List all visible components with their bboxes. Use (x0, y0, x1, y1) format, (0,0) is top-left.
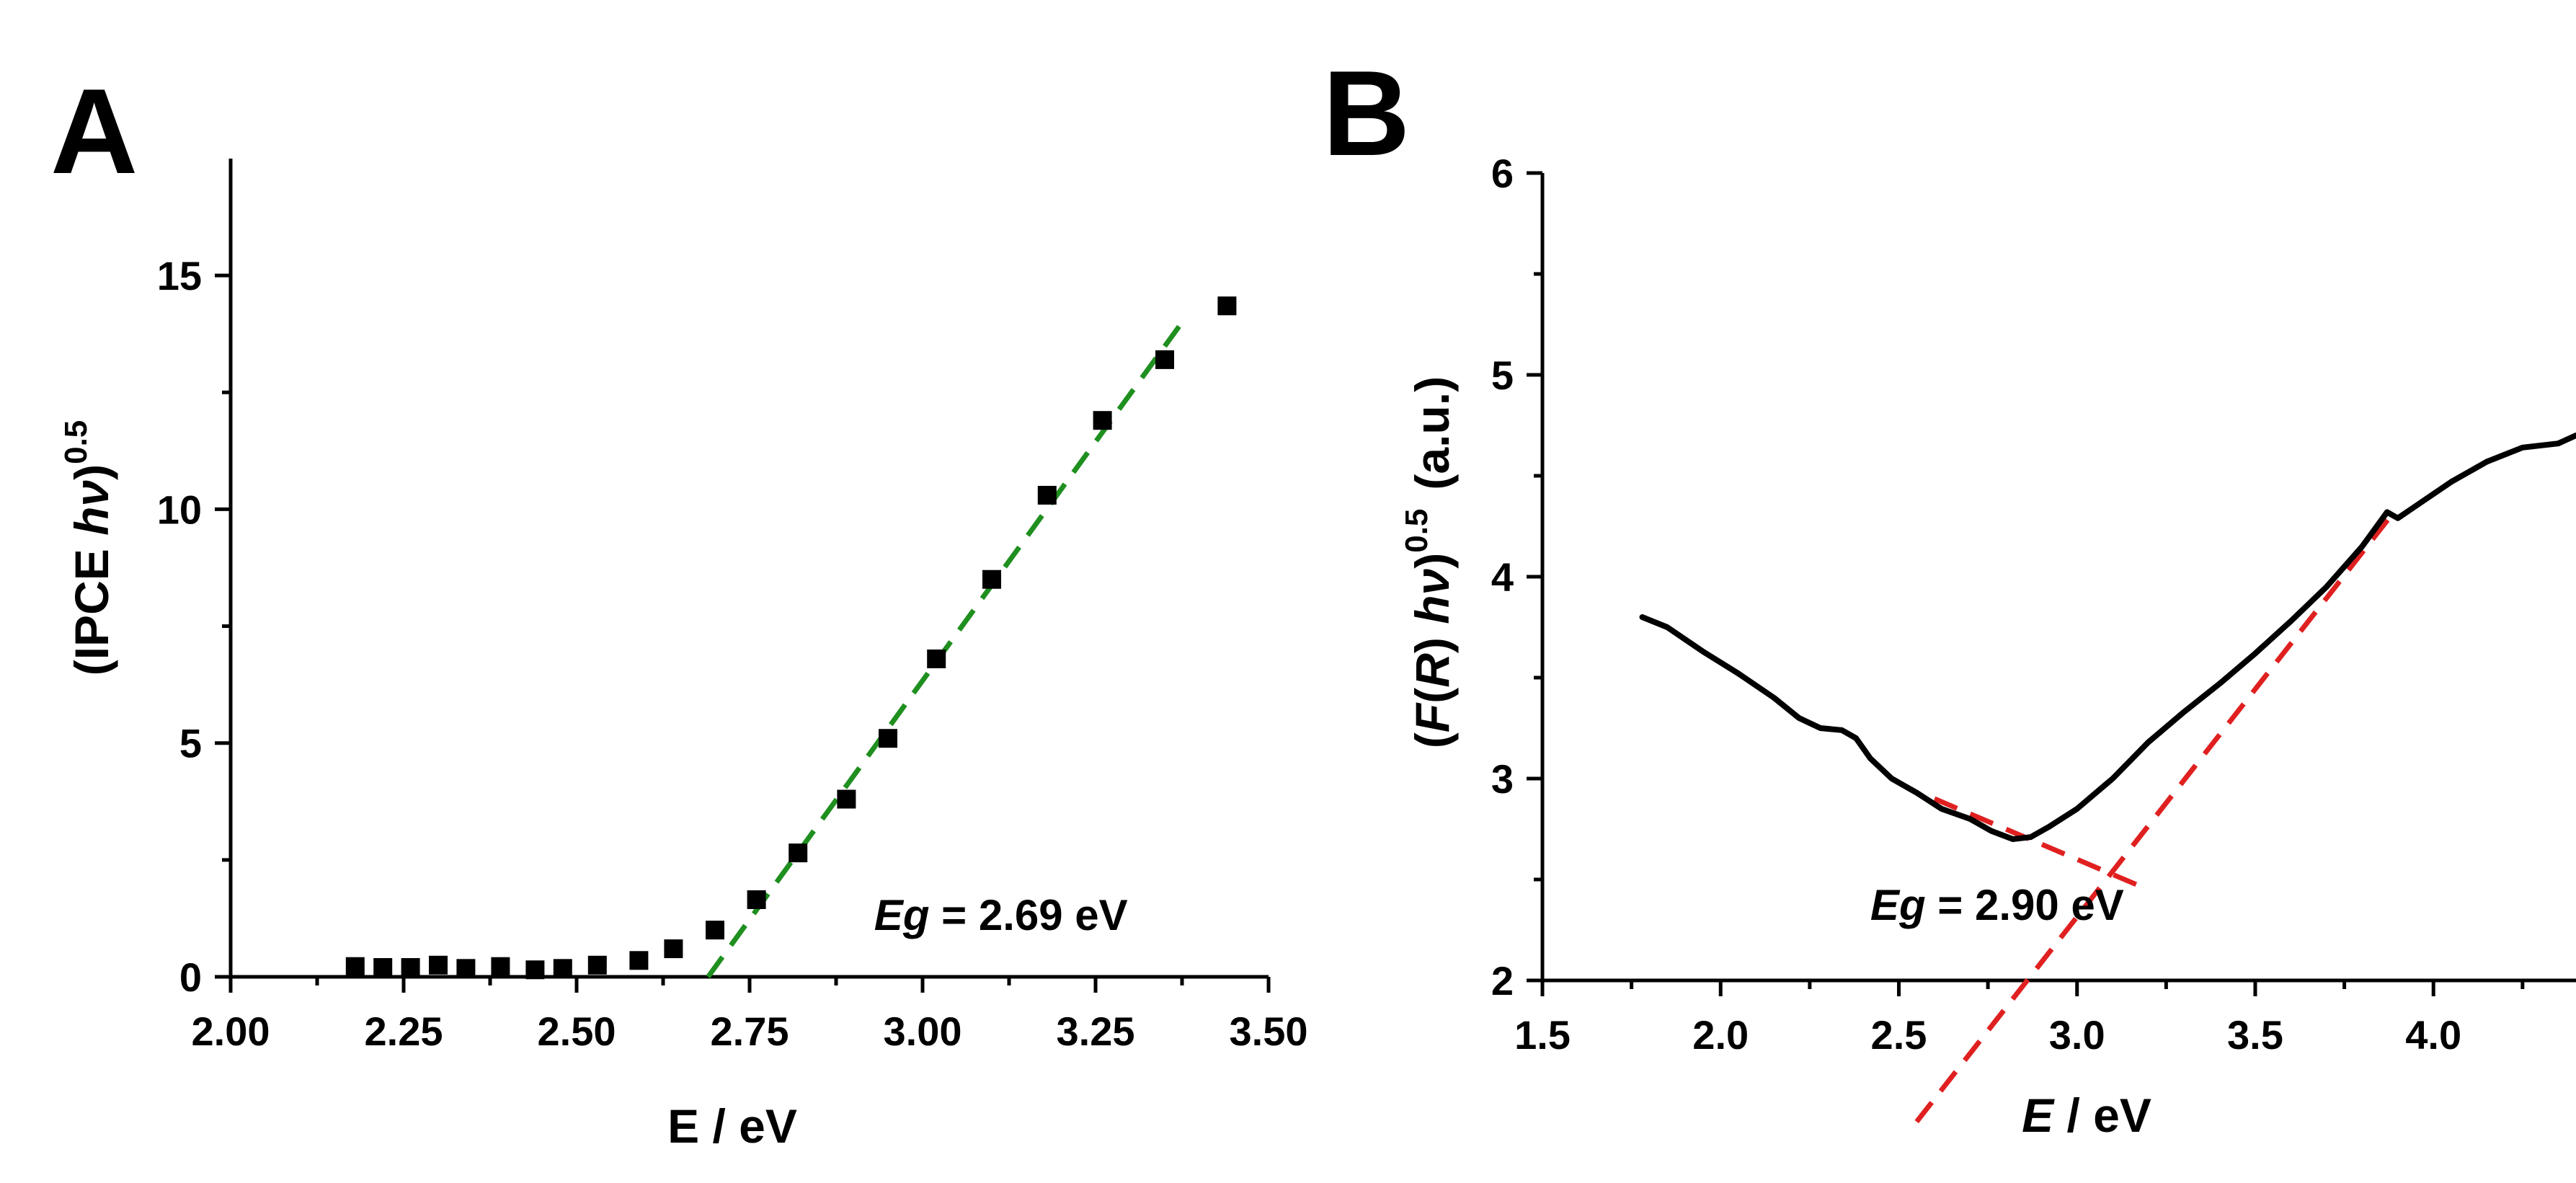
x-tick-label: 3.50 (1230, 1009, 1308, 1054)
data-point (629, 951, 649, 970)
y-tick-label: 0 (179, 954, 202, 1000)
panel-b-ticks-layer: 1.5 2.0 2.5 3.0 3.5 4.0 2 3 4 5 6 (1491, 151, 2525, 1058)
data-point (491, 957, 510, 976)
data-point (664, 939, 683, 959)
x-tick-label: 3.00 (884, 1009, 962, 1054)
data-point (927, 649, 946, 668)
x-tick-label: 2.0 (1692, 1012, 1749, 1058)
data-point (587, 955, 607, 975)
data-point (706, 921, 724, 940)
data-point (401, 958, 420, 978)
y-tick-label: 6 (1491, 151, 1514, 196)
panel-b-fit-layer (1914, 514, 2393, 1124)
panel-b-axes (1540, 173, 2576, 983)
panel-b: B 1.5 2.0 2.5 3.0 3.5 4.0 2 3 4 5 6 E / eV (F(R) h… (1323, 45, 2576, 1142)
x-tick-label: 2.25 (365, 1009, 443, 1054)
y-tick-label: 3 (1491, 756, 1514, 802)
data-point (837, 789, 856, 809)
panel-b-letter: B (1323, 45, 1410, 181)
data-point (747, 890, 766, 909)
data-point (789, 843, 808, 863)
x-tick-label: 4.0 (2405, 1012, 2461, 1058)
panel-a-fit-layer (706, 316, 1188, 979)
panel-a-x-axis-title: E / eV (667, 1099, 797, 1153)
panel-a-points-layer (345, 296, 1237, 980)
data-point (553, 959, 572, 978)
data-point (456, 959, 476, 978)
panel-b-line-layer (1639, 433, 2576, 842)
x-tick-label: 3.5 (2227, 1012, 2283, 1058)
panel-b-x-axis-title: E / eV (2022, 1089, 2151, 1142)
data-point (1037, 485, 1057, 505)
data-point (1155, 350, 1174, 369)
fit-line (1933, 796, 2149, 892)
y-tick-label: 15 (157, 253, 202, 298)
data-point (373, 958, 393, 978)
x-tick-label: 1.5 (1514, 1012, 1571, 1058)
panel-a: A 2.00 2.25 2.50 2.75 3.00 3.25 3.50 0 5 10 15 E /… (50, 63, 1308, 1153)
y-tick-label: 4 (1491, 554, 1514, 600)
y-tick-label: 5 (179, 721, 202, 766)
x-tick-label: 2.50 (538, 1009, 616, 1054)
panel-b-y-axis-title: (F(R) hν)0.5(a.u.) (1399, 376, 1459, 748)
fit-line (706, 316, 1188, 979)
y-tick-label: 10 (157, 487, 202, 532)
panel-a-ticks-layer: 2.00 2.25 2.50 2.75 3.00 3.25 3.50 0 5 10 15 (157, 253, 1308, 1054)
data-point (982, 570, 1001, 589)
panel-a-eg-annotation: Eg = 2.69 eV (874, 891, 1128, 939)
panel-a-axes (228, 159, 1269, 979)
y-tick-label: 2 (1491, 958, 1514, 1003)
fit-line (1914, 514, 2393, 1124)
data-point (879, 729, 897, 748)
spectrum-line (1639, 433, 2576, 842)
x-tick-label: 2.75 (711, 1009, 789, 1054)
panel-a-letter: A (50, 63, 138, 199)
x-tick-label: 2.5 (1871, 1012, 1927, 1058)
data-point (1093, 411, 1112, 430)
data-point (345, 957, 365, 976)
panel-a-y-axis-title: (IPCE hν)0.5 (58, 420, 118, 676)
x-tick-label: 3.25 (1057, 1009, 1135, 1054)
y-tick-label: 5 (1491, 353, 1514, 398)
x-tick-label: 3.0 (2049, 1012, 2105, 1058)
data-point (1217, 296, 1237, 316)
data-point (429, 955, 448, 975)
panel-b-eg-annotation: Eg = 2.90 eV (1870, 881, 2124, 929)
x-tick-label: 2.00 (192, 1009, 270, 1054)
data-point (525, 960, 545, 980)
